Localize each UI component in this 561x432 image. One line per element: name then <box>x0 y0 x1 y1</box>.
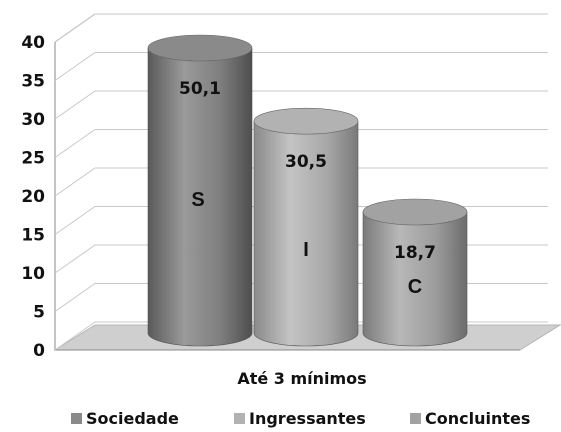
y-tick-label: 5 <box>33 303 45 323</box>
bar-letter: I <box>303 239 309 261</box>
bars: 50,1 S 30,5 I 18,7 C <box>147 34 468 347</box>
legend-item-sociedade: Sociedade <box>71 409 179 428</box>
y-tick-label: 20 <box>21 187 45 207</box>
legend-label: Concluintes <box>425 409 530 428</box>
legend-label: Sociedade <box>86 409 179 428</box>
bar-top <box>253 107 359 135</box>
gridline <box>54 167 548 197</box>
bar-letter: S <box>191 189 204 211</box>
bar-sociedade: 50,1 S <box>147 34 253 347</box>
bar-letter: C <box>408 276 422 298</box>
y-tick-label: 30 <box>21 110 45 130</box>
y-tick-label: 0 <box>33 341 45 361</box>
legend: Sociedade Ingressantes Concluintes <box>71 409 530 428</box>
category-label: Até 3 mínimos <box>237 369 366 388</box>
legend-item-ingressantes: Ingressantes <box>234 409 366 428</box>
legend-item-concluintes: Concluintes <box>410 409 530 428</box>
data-label: 50,1 <box>179 79 221 99</box>
bar-body <box>362 211 468 347</box>
y-tick-labels: 0 5 10 15 20 25 30 35 40 <box>21 33 45 361</box>
y-tick-label: 35 <box>21 72 45 92</box>
bar-body <box>147 47 253 347</box>
bar-body <box>253 120 359 347</box>
bar-ingressantes: 30,5 I <box>253 107 359 347</box>
legend-swatch <box>410 413 421 424</box>
y-tick-label: 10 <box>21 264 45 284</box>
bar-top <box>362 198 468 226</box>
legend-label: Ingressantes <box>249 409 366 428</box>
bar-concluintes: 18,7 C <box>362 198 468 347</box>
bar-top <box>147 34 253 62</box>
gridline <box>54 13 548 43</box>
y-tick-label: 15 <box>21 226 45 246</box>
gridline <box>54 90 548 120</box>
gridline <box>54 52 548 81</box>
y-tick-label: 25 <box>21 149 45 169</box>
legend-swatch <box>71 413 82 424</box>
data-label: 18,7 <box>394 243 436 263</box>
gridline <box>54 129 548 158</box>
legend-swatch <box>234 413 245 424</box>
y-tick-label: 40 <box>21 33 45 53</box>
data-label: 30,5 <box>285 152 327 172</box>
